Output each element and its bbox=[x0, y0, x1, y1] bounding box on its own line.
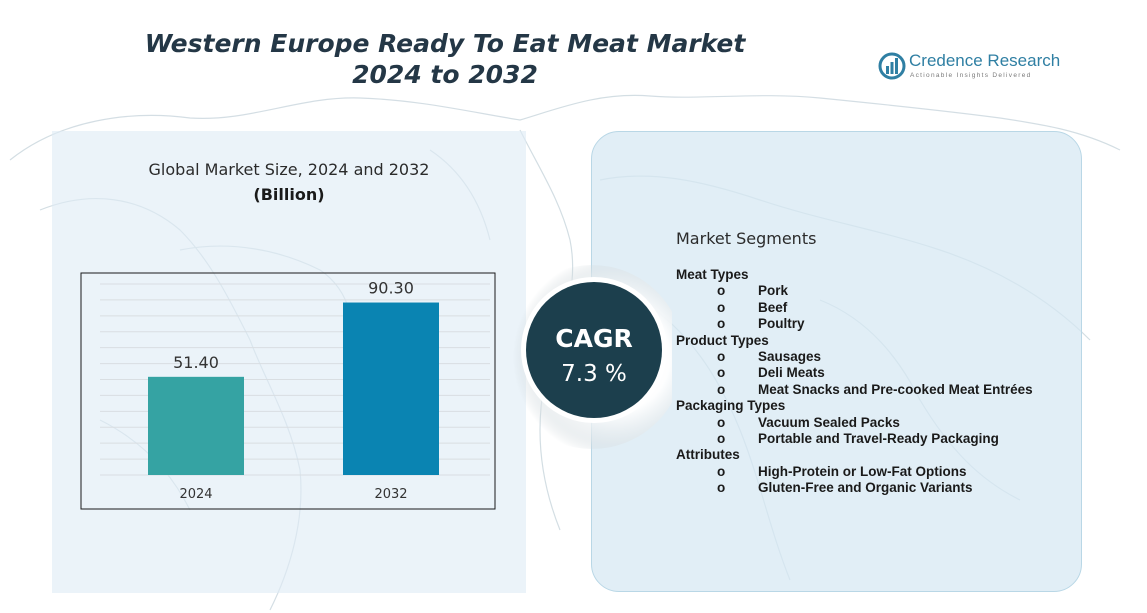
bullet-icon: o bbox=[717, 463, 726, 479]
bullet-icon: o bbox=[717, 480, 726, 496]
segments-panel bbox=[591, 131, 1082, 592]
segment-category: Packaging Types bbox=[676, 398, 786, 414]
logo-tagline: Actionable Insights Delivered bbox=[910, 72, 1032, 79]
segment-item-label: Poultry bbox=[758, 316, 805, 332]
segment-item: o Pork bbox=[676, 283, 789, 299]
bullet-icon: o bbox=[717, 283, 726, 299]
segment-item-label: Gluten-Free and Organic Variants bbox=[758, 480, 973, 496]
segment-category: Product Types bbox=[676, 332, 769, 348]
segment-item: o Gluten-Free and Organic Variants bbox=[676, 480, 973, 496]
category-label-2032: 2032 bbox=[374, 487, 407, 502]
segment-item: o High-Protein or Low-Fat Options bbox=[676, 463, 966, 480]
segments-title: Market Segments bbox=[676, 229, 817, 248]
segment-item-label: High-Protein or Low-Fat Options bbox=[758, 463, 967, 479]
bar-2024 bbox=[148, 376, 244, 475]
segment-item: o Meat Snacks and Pre-cooked Meat Entrées bbox=[676, 381, 1033, 398]
value-label-2024: 51.40 bbox=[173, 353, 219, 372]
title-line-2: 2024 to 2032 bbox=[352, 60, 538, 89]
segment-item: o Portable and Travel-Ready Packaging bbox=[676, 430, 999, 447]
segment-item-label: Pork bbox=[758, 283, 789, 299]
market-size-panel bbox=[52, 131, 526, 593]
value-label-2032: 90.30 bbox=[368, 279, 414, 298]
bullet-icon: o bbox=[717, 365, 726, 381]
bullet-icon: o bbox=[717, 299, 726, 315]
category-label-2024: 2024 bbox=[179, 487, 212, 502]
segment-item: o Deli Meats bbox=[676, 365, 825, 381]
cagr-badge: CAGR 7.3 % bbox=[500, 265, 672, 449]
market-size-bar-chart: 51.40 2024 90.30 2032 bbox=[80, 272, 496, 510]
segments-list: Meat Types o Pork o Beef o Poultry Product Type… bbox=[676, 267, 1033, 496]
bullet-icon: o bbox=[717, 430, 726, 446]
chart-bars bbox=[148, 302, 439, 475]
segment-item-label: Meat Snacks and Pre-cooked Meat Entrées bbox=[758, 381, 1033, 397]
chart-unit: (Billion) bbox=[253, 185, 325, 204]
segment-item-label: Beef bbox=[758, 299, 788, 315]
cagr-label: CAGR bbox=[555, 324, 632, 353]
logo-name: Credence Research bbox=[909, 51, 1061, 70]
chart-labels: 51.40 2024 90.30 2032 bbox=[173, 279, 414, 502]
segment-item-label: Sausages bbox=[758, 348, 822, 364]
cagr-value: 7.3 % bbox=[561, 361, 627, 387]
segment-category: Meat Types bbox=[676, 267, 749, 282]
segment-item: o Poultry bbox=[676, 316, 805, 332]
segment-item-label: Deli Meats bbox=[758, 365, 825, 381]
segment-item-label: Vacuum Sealed Packs bbox=[758, 414, 900, 430]
segment-item: o Beef bbox=[676, 299, 788, 316]
company-logo: Credence Research Actionable Insights De… bbox=[878, 50, 1063, 86]
bullet-icon: o bbox=[717, 381, 726, 397]
logo-mark-icon bbox=[878, 52, 906, 80]
bar-2032 bbox=[343, 302, 439, 475]
segment-item: o Vacuum Sealed Packs bbox=[676, 414, 900, 431]
bullet-icon: o bbox=[717, 316, 726, 332]
chart-frame bbox=[80, 272, 496, 510]
chart-title: Global Market Size, 2024 and 2032 bbox=[148, 160, 430, 179]
segment-category: Attributes bbox=[676, 447, 740, 463]
cagr-circle bbox=[526, 282, 662, 418]
bullet-icon: o bbox=[717, 348, 726, 364]
segment-item: o Sausages bbox=[676, 348, 821, 365]
segment-item-label: Portable and Travel-Ready Packaging bbox=[758, 430, 999, 446]
page-title: Western Europe Ready To Eat Meat Market … bbox=[120, 28, 770, 90]
title-line-1: Western Europe Ready To Eat Meat Market bbox=[144, 29, 746, 58]
bullet-icon: o bbox=[717, 414, 726, 430]
